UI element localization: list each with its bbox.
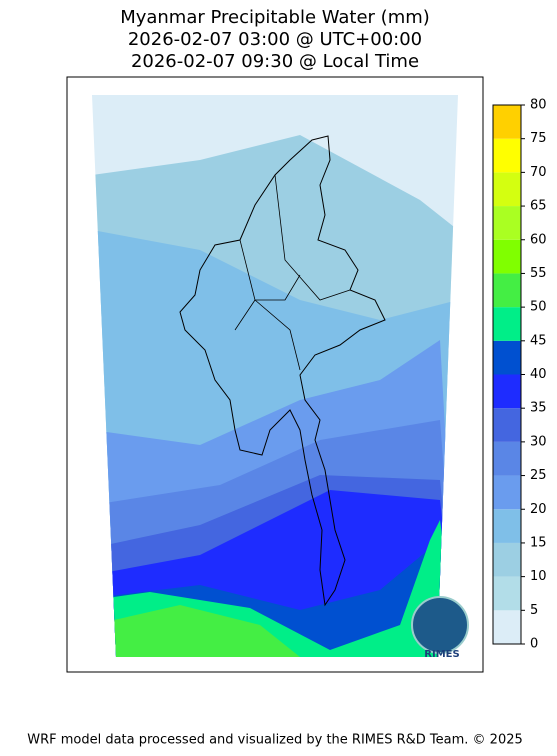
colorbar-bin [493, 340, 521, 375]
colorbar-tick-label: 40 [530, 367, 547, 382]
colorbar: 0 5 10 15 20 25 30 35 40 45 50 55 60 65 70 75 80 [492, 98, 547, 652]
colorbar-tick-label: 60 [530, 232, 547, 247]
colorbar-tick-label: 80 [530, 98, 547, 113]
logo-circle [411, 596, 469, 654]
colorbar-bin [493, 105, 521, 139]
title-line: Myanmar Precipitable Water (mm) [120, 7, 430, 28]
colorbar-tick-label: 25 [530, 468, 547, 483]
pw-contour [92, 605, 300, 657]
colorbar-bin [493, 273, 521, 308]
colorbar-tick-label: 10 [530, 569, 547, 584]
logo-text: RIMES [424, 649, 459, 660]
colorbar-tick-label: 65 [530, 199, 547, 214]
colorbar-tick-label: 75 [530, 131, 547, 146]
colorbar-tick-label: 15 [530, 535, 547, 550]
colorbar-bin [493, 206, 521, 240]
logo: RIMES [411, 596, 469, 660]
title-line: 2026-02-07 03:00 @ UTC+00:00 [128, 29, 422, 50]
map-frame [66, 76, 484, 673]
colorbar-tick-label: 70 [530, 165, 547, 180]
map-field [92, 95, 458, 657]
colorbar-bin [493, 239, 521, 274]
footer: WRF model data processed and visualized … [27, 733, 523, 748]
colorbar-tick-label: 20 [530, 502, 547, 517]
colorbar-bin [493, 138, 521, 173]
colorbar-bin [493, 172, 521, 207]
colorbar-bin [493, 542, 521, 577]
colorbar-tick-label: 50 [530, 300, 547, 315]
colorbar-tick-label: 55 [530, 266, 547, 281]
colorbar-bin [493, 509, 521, 543]
colorbar-tick-label: 5 [530, 603, 538, 618]
colorbar-bin [493, 307, 521, 341]
colorbar-bin [493, 475, 521, 510]
colorbar-tick-label: 35 [530, 401, 547, 416]
colorbar-bin [493, 576, 521, 611]
title-line: 2026-02-07 09:30 @ Local Time [131, 51, 419, 72]
colorbar-bin [493, 408, 521, 442]
colorbar-tick-label: 45 [530, 333, 547, 348]
country-border [179, 135, 386, 607]
state-borders [234, 174, 351, 371]
colorbar-bin [493, 610, 521, 644]
colorbar-bin [493, 441, 521, 476]
colorbar-tick-label: 30 [530, 434, 547, 449]
colorbar-bin [493, 374, 521, 409]
colorbar-tick-label: 0 [530, 637, 538, 652]
